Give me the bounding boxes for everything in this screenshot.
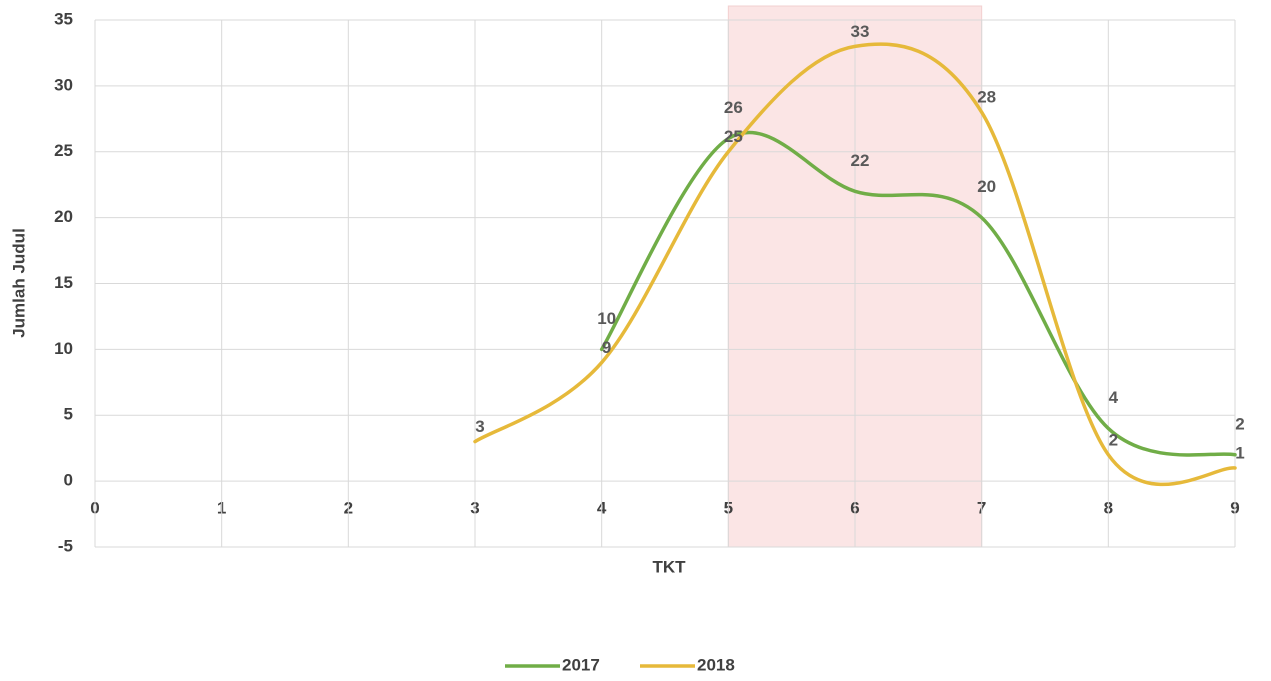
y-tick-label: -5 [58,536,73,555]
y-axis-label: Jumlah Judul [9,228,28,338]
legend-label: 2018 [697,655,735,674]
data-label: 33 [851,22,870,41]
data-label: 9 [602,338,611,357]
data-label: 26 [724,98,743,117]
data-label: 2 [1109,430,1118,449]
x-axis-label: TKT [652,557,686,576]
y-tick-label: 15 [54,273,73,292]
data-label: 1 [1235,443,1244,462]
y-tick-label: 10 [54,339,73,358]
y-tick-label: 25 [54,141,73,160]
y-tick-label: 0 [64,471,73,490]
line-series [599,130,1237,457]
data-label: 25 [724,127,743,146]
y-tick-label: 20 [54,207,73,226]
y-tick-label: 35 [54,9,73,28]
data-label: 20 [977,177,996,196]
y-tick-label: 5 [64,405,73,424]
legend-label: 2017 [562,655,600,674]
y-tick-label: 30 [54,75,73,94]
data-label: 22 [851,151,870,170]
data-label: 3 [475,417,484,436]
data-label: 28 [977,88,996,107]
data-label: 2 [1235,414,1244,433]
line-series [473,42,1237,487]
data-label: 10 [597,309,616,328]
data-label: 4 [1109,388,1119,407]
